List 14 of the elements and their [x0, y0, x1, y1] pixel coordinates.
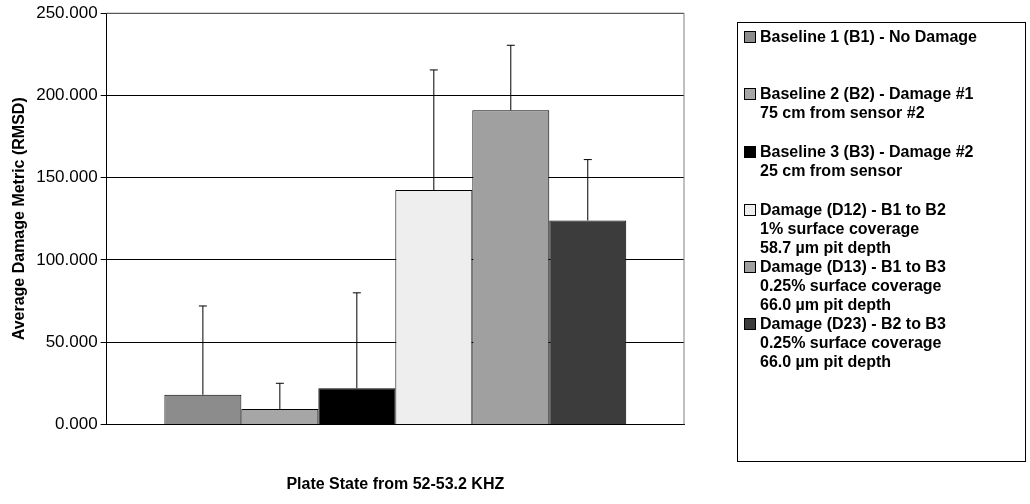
y-tick-label: 250.000 [36, 2, 98, 22]
legend-label: Baseline 1 (B1) - No Damage [760, 27, 977, 46]
legend-label: Baseline 3 (B3) - Damage #2 25 cm from sensor [760, 142, 974, 180]
y-tick-label: 150.000 [36, 167, 98, 187]
y-tick-label: 50.000 [45, 331, 98, 351]
y-tick-label: 200.000 [36, 85, 98, 105]
legend-label: Damage (D13) - B1 to B3 0.25% surface coverage 66.0 µm pit depth [760, 257, 946, 314]
y-axis-title: Average Damage Metric (RMSD) [10, 97, 28, 341]
legend-label: Damage (D23) - B2 to B3 0.25% surface coverage 66.0 µm pit depth [760, 314, 946, 371]
y-tick-label: 0.000 [55, 414, 98, 434]
x-axis-title: Plate State from 52-53.2 KHZ [286, 474, 505, 492]
legend-label: Damage (D12) - B1 to B2 1% surface coverage 58.7 µm pit depth [760, 200, 946, 257]
legend-label: Baseline 2 (B2) - Damage #1 75 cm from sensor #2 [760, 84, 974, 122]
y-tick-label: 100.000 [36, 249, 98, 269]
